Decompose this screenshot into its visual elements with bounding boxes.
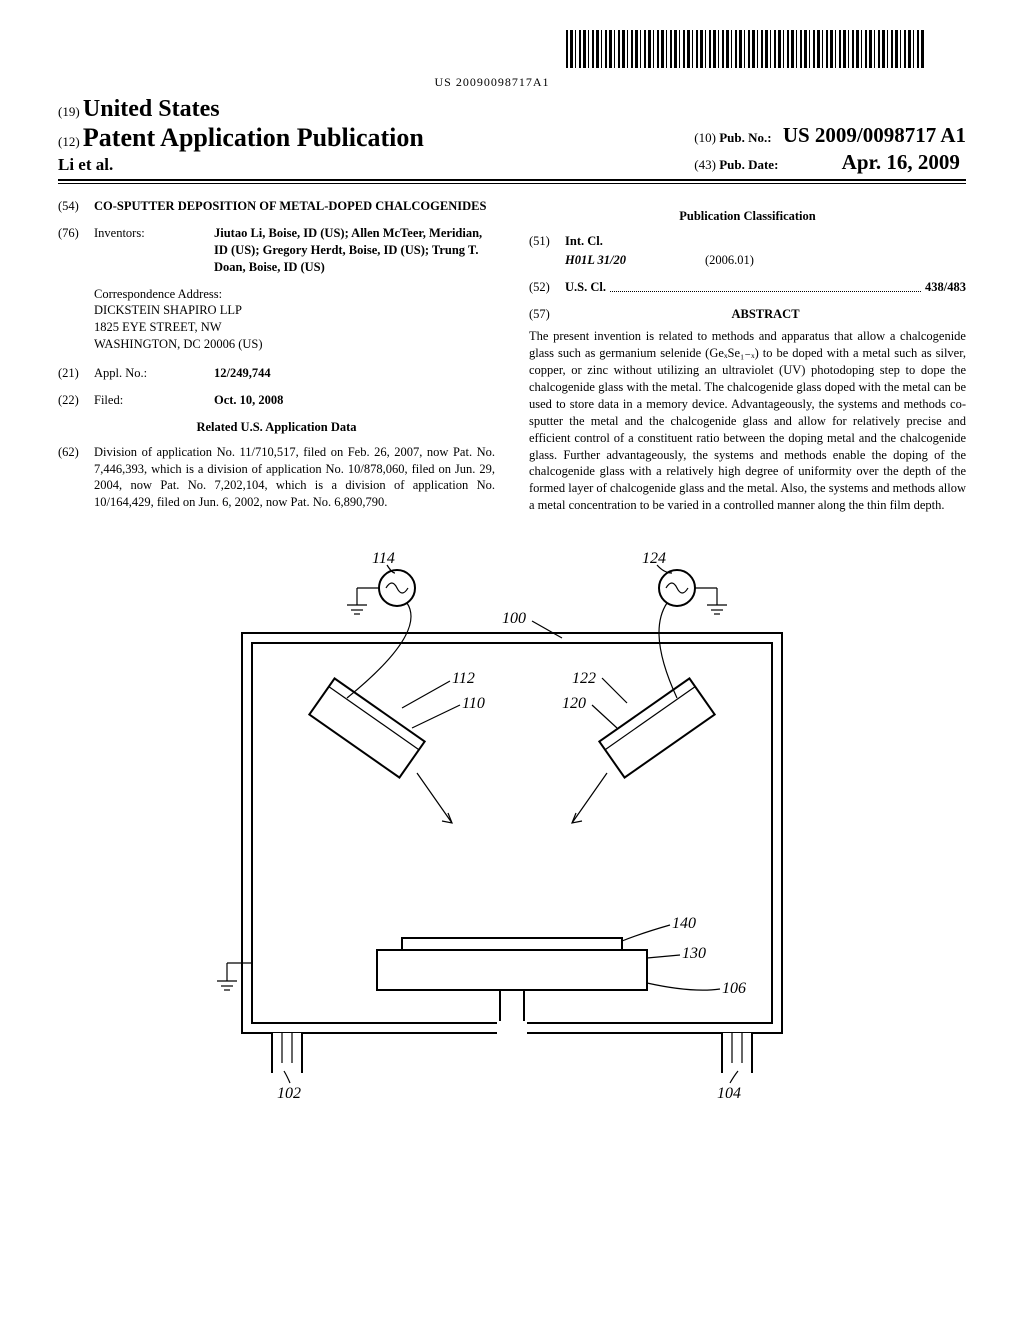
intcl-num: (51) — [529, 233, 565, 250]
classification-heading: Publication Classification — [529, 208, 966, 225]
applno-label: Appl. No.: — [94, 365, 214, 382]
abstract-num: (57) — [529, 306, 565, 323]
uscl-code: 438/483 — [925, 279, 966, 296]
fig-label-112: 112 — [452, 670, 475, 687]
country-prefix: (19) — [58, 104, 80, 119]
filed-num: (22) — [58, 392, 94, 409]
uscl-label: U.S. Cl. — [565, 279, 606, 296]
fig-label-102: 102 — [277, 1085, 301, 1102]
inventors-label: Inventors: — [94, 225, 214, 276]
applno-num: (21) — [58, 365, 94, 382]
patent-title: CO-SPUTTER DEPOSITION OF METAL-DOPED CHA… — [94, 198, 486, 215]
related-text: Division of application No. 11/710,517, … — [94, 444, 495, 512]
corr-line-1: DICKSTEIN SHAPIRO LLP — [94, 302, 495, 319]
appl-no: 12/249,744 — [214, 365, 495, 382]
pubno-prefix: (10) — [694, 130, 716, 145]
related-heading: Related U.S. Application Data — [58, 419, 495, 436]
uscl-num: (52) — [529, 279, 565, 296]
abstract-label: ABSTRACT — [565, 306, 966, 323]
intcl-label: Int. Cl. — [565, 233, 603, 250]
pubdate-prefix: (43) — [694, 157, 716, 172]
pub-date: Apr. 16, 2009 — [842, 150, 960, 174]
pub-type: Patent Application Publication — [83, 123, 424, 152]
patent-figure: 114 124 100 112 110 122 120 140 130 106 … — [58, 543, 966, 1103]
pub-number: US 2009/0098717 A1 — [783, 123, 966, 147]
corr-line-3: WASHINGTON, DC 20006 (US) — [94, 336, 495, 353]
pubno-label: Pub. No.: — [719, 130, 771, 145]
intcl-date: (2006.01) — [705, 252, 754, 269]
left-column: (54) CO-SPUTTER DEPOSITION OF METAL-DOPE… — [58, 198, 495, 521]
filed-date: Oct. 10, 2008 — [214, 392, 495, 409]
barcode-text: US 20090098717A1 — [58, 75, 926, 90]
country: United States — [83, 96, 220, 122]
fig-label-130: 130 — [682, 945, 706, 962]
fig-label-124: 124 — [642, 550, 666, 567]
intcl-code: H01L 31/20 — [565, 252, 705, 269]
fig-label-122: 122 — [572, 670, 596, 687]
inventors: Jiutao Li, Boise, ID (US); Allen McTeer,… — [214, 225, 495, 276]
fig-label-104: 104 — [717, 1085, 741, 1102]
pubdate-label: Pub. Date: — [719, 157, 778, 172]
filed-label: Filed: — [94, 392, 214, 409]
fig-label-120: 120 — [562, 695, 586, 712]
header: (19) United States (12) Patent Applicati… — [58, 96, 966, 181]
right-column: Publication Classification (51) Int. Cl.… — [529, 198, 966, 521]
barcode-region: US 20090098717A1 — [58, 30, 966, 90]
corr-label: Correspondence Address: — [94, 286, 495, 303]
fig-label-100: 100 — [502, 610, 526, 627]
fig-label-140: 140 — [672, 915, 696, 932]
fig-label-114: 114 — [372, 550, 395, 567]
corr-line-2: 1825 EYE STREET, NW — [94, 319, 495, 336]
abstract-text: The present invention is related to meth… — [529, 328, 966, 514]
title-num: (54) — [58, 198, 94, 215]
pubtype-prefix: (12) — [58, 134, 80, 149]
related-num: (62) — [58, 444, 94, 512]
uscl-dots — [610, 282, 921, 292]
fig-label-106: 106 — [722, 980, 746, 997]
authors: Li et al. — [58, 155, 424, 175]
inventors-num: (76) — [58, 225, 94, 276]
fig-label-110: 110 — [462, 695, 485, 712]
barcode — [566, 30, 926, 68]
